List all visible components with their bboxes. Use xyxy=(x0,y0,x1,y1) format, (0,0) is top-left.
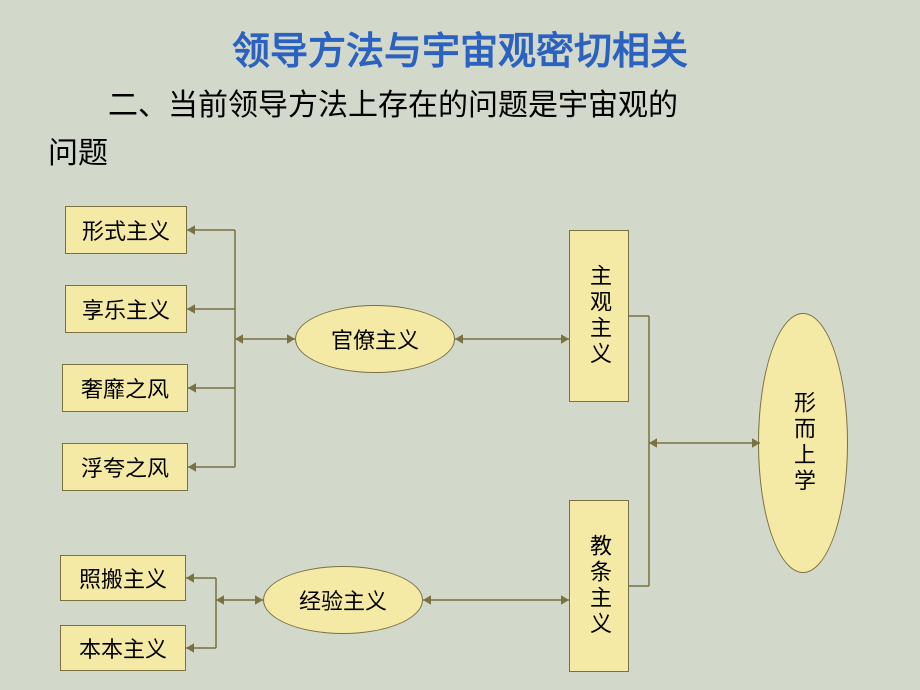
node-v2: 教条主义 xyxy=(569,500,629,672)
node-label: 形式主义 xyxy=(82,214,170,246)
slide-canvas: 领导方法与宇宙观密切相关 二、当前领导方法上存在的问题是宇宙观的问题形式主义享乐… xyxy=(0,0,920,690)
slide-subtitle: 二、当前领导方法上存在的问题是宇宙观的问题 xyxy=(48,82,878,178)
node-e2: 经验主义 xyxy=(263,566,423,634)
node-label: 主观主义 xyxy=(583,264,615,368)
slide-title: 领导方法与宇宙观密切相关 xyxy=(165,20,755,75)
node-n4: 浮夸之风 xyxy=(62,443,188,491)
node-v1: 主观主义 xyxy=(569,230,629,402)
node-label: 享乐主义 xyxy=(82,293,170,325)
node-label: 经验主义 xyxy=(299,584,387,616)
node-n1: 形式主义 xyxy=(65,206,187,254)
node-label: 教条主义 xyxy=(583,534,615,638)
node-n6: 本本主义 xyxy=(60,625,186,671)
node-e3: 形而上学 xyxy=(758,313,848,573)
node-label: 照搬主义 xyxy=(79,562,167,594)
node-label: 官僚主义 xyxy=(331,323,419,355)
node-label: 浮夸之风 xyxy=(81,451,169,483)
node-n2: 享乐主义 xyxy=(65,285,187,333)
node-label: 形而上学 xyxy=(787,391,819,495)
node-n5: 照搬主义 xyxy=(60,555,186,601)
node-e1: 官僚主义 xyxy=(295,305,455,373)
node-n3: 奢靡之风 xyxy=(62,364,188,412)
node-label: 奢靡之风 xyxy=(81,372,169,404)
node-label: 本本主义 xyxy=(79,632,167,664)
